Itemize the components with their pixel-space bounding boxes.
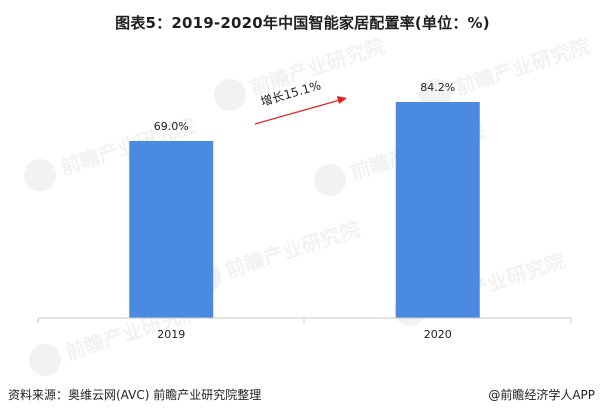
value-label-2020: 84.2% xyxy=(420,81,455,94)
bar-2019 xyxy=(129,140,214,318)
x-tick-label-2019: 2019 xyxy=(157,328,185,341)
chart-title: 图表5：2019-2020年中国智能家居配置率(单位：%) xyxy=(115,14,490,32)
source-note: 资料来源：奥维云网(AVC) 前瞻产业研究院整理 xyxy=(8,388,262,402)
brand-note: @前瞻经济学人APP xyxy=(488,388,595,402)
growth-arrow-line xyxy=(254,99,341,125)
growth-arrow-head-icon xyxy=(337,96,347,104)
watermark-logo-icon xyxy=(29,344,61,376)
watermark-logo-icon xyxy=(214,79,246,111)
bar-2020 xyxy=(395,102,480,318)
x-tick-labels-group: 2019 2020 xyxy=(157,328,452,341)
value-label-2019: 69.0% xyxy=(154,120,189,133)
x-tick-label-2020: 2020 xyxy=(424,328,452,341)
watermark-logo-icon xyxy=(24,159,56,191)
watermark-text: 前瞻产业研究院 xyxy=(452,34,593,100)
bars-group xyxy=(129,102,480,318)
watermark-logo-icon xyxy=(314,164,346,196)
watermark-text: 前瞻产业研究院 xyxy=(222,217,363,283)
value-labels-group: 69.0% 84.2% xyxy=(154,81,455,133)
